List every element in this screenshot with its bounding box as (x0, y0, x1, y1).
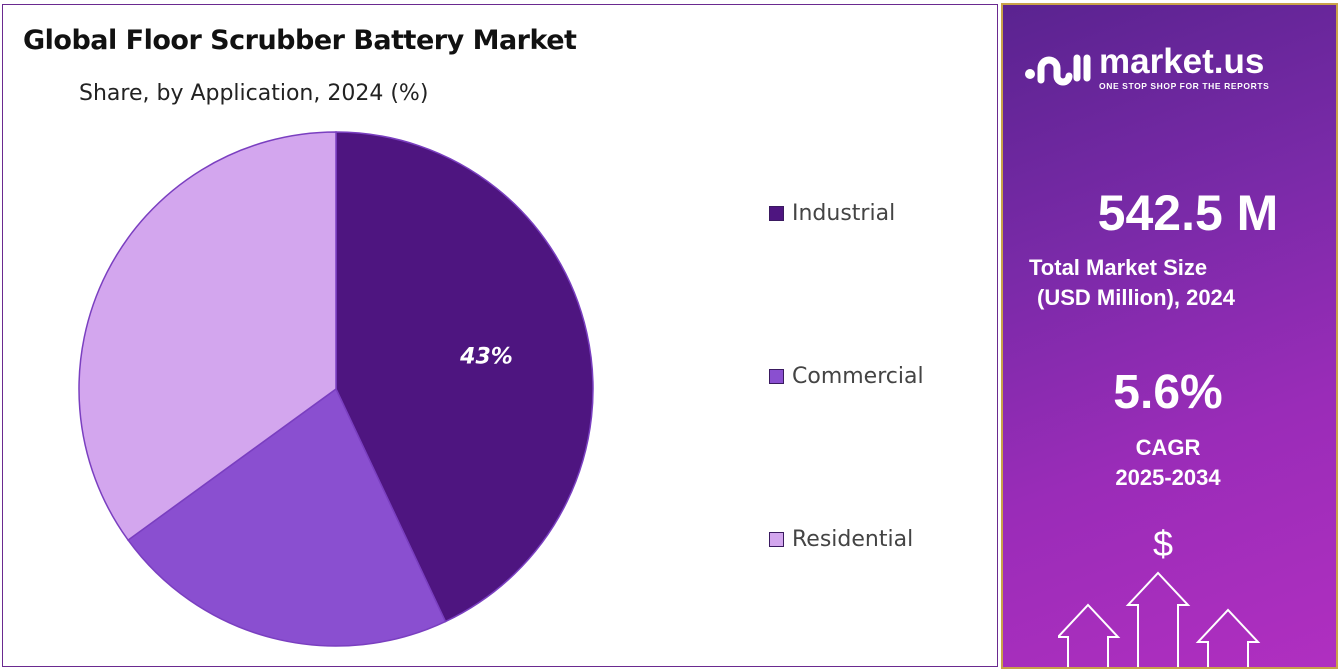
cagr-period: 2025-2034 (1115, 465, 1221, 490)
chart-title: Global Floor Scrubber Battery Market (23, 25, 577, 56)
chart-subtitle: Share, by Application, 2024 (%) (79, 81, 429, 106)
summary-panel: market.us ONE STOP SHOP FOR THE REPORTS … (1001, 3, 1338, 669)
pie-chart: 43% (78, 131, 594, 647)
pie-slice-commercial (127, 387, 447, 647)
chart-panel: Global Floor Scrubber Battery Market Sha… (2, 4, 998, 667)
pie-slice-industrial (335, 131, 594, 623)
legend-label: Industrial (792, 201, 896, 226)
legend-swatch (769, 369, 784, 384)
legend-item-industrial: Industrial (769, 201, 895, 226)
dollar-icon: $ (1152, 523, 1174, 564)
market-size-value: 542.5 M (1097, 185, 1279, 241)
market-size-label: Total Market Size (1029, 255, 1208, 280)
legend-label: Residential (792, 527, 914, 552)
pie-slice-residential (78, 131, 337, 542)
cagr-label: CAGR (1135, 435, 1201, 460)
legend-swatch (769, 206, 784, 221)
brand-logo: market.us ONE STOP SHOP FOR THE REPORTS (1023, 43, 1269, 92)
data-label: 43% (459, 344, 513, 369)
market-size-unit: (USD Million), 2024 (1037, 285, 1236, 310)
legend-swatch (769, 532, 784, 547)
legend-label: Commercial (792, 364, 924, 389)
brand-name: market.us (1099, 42, 1265, 81)
growth-arrows-icon (1058, 571, 1261, 667)
cagr-value: 5.6% (1113, 366, 1223, 419)
legend-item-residential: Residential (769, 527, 913, 552)
brand-tagline: ONE STOP SHOP FOR THE REPORTS (1099, 81, 1270, 91)
logo-icon (1025, 54, 1091, 85)
legend-item-commercial: Commercial (769, 364, 924, 389)
